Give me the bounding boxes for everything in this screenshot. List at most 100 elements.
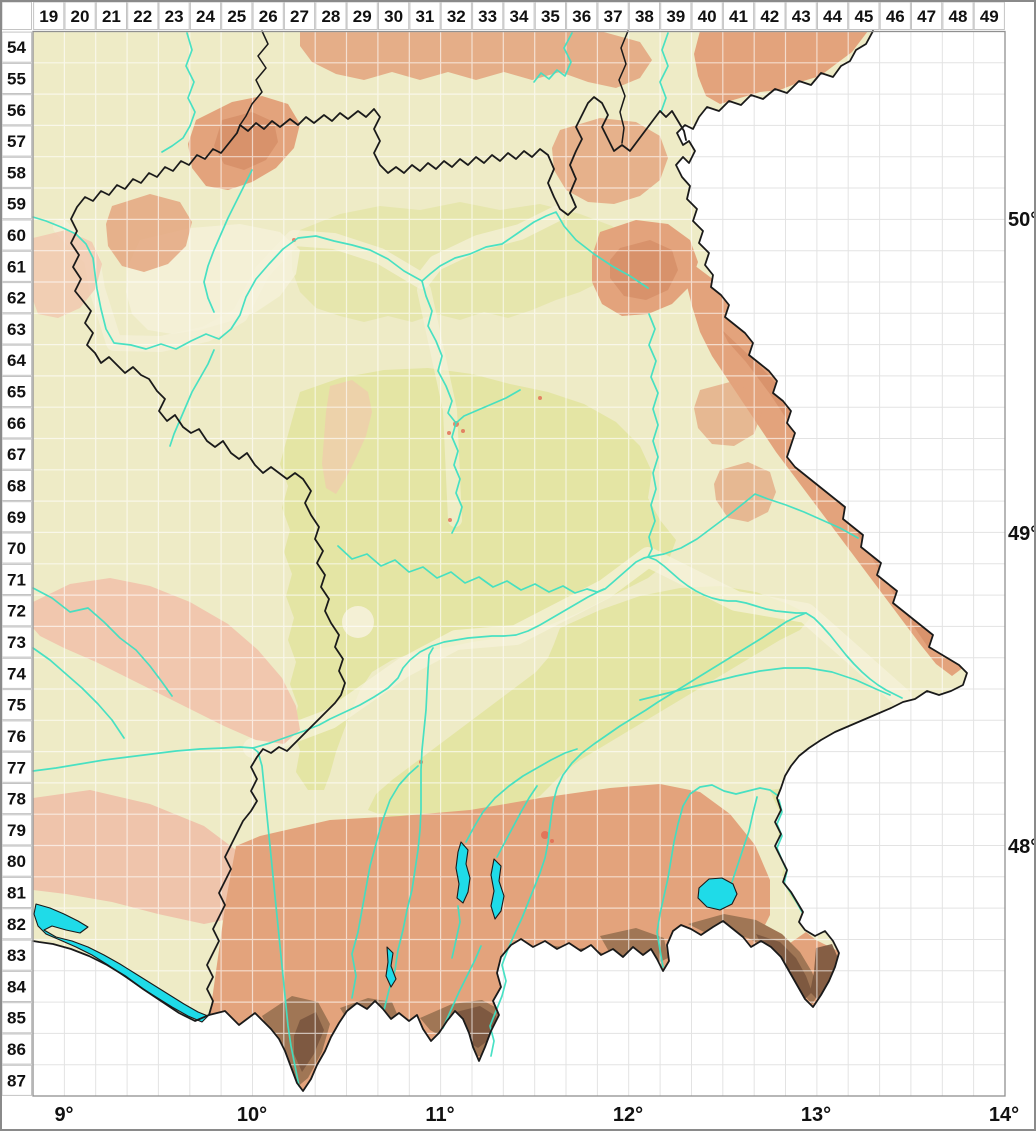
row-header-cell xyxy=(1,376,32,408)
column-header-label: 36 xyxy=(572,7,591,26)
row-header-cell xyxy=(1,876,32,909)
column-header-label: 39 xyxy=(666,7,685,26)
column-header-label: 32 xyxy=(447,7,466,26)
thuringia-saxony-border xyxy=(618,30,629,144)
column-header-cell xyxy=(440,1,472,30)
longitude-label: 13° xyxy=(801,1104,831,1126)
column-header-label: 19 xyxy=(39,7,58,26)
row-header-label: 85 xyxy=(7,1009,26,1028)
river-wertach xyxy=(351,765,419,999)
column-header-label: 33 xyxy=(478,7,497,26)
river-fraenkische-saale xyxy=(203,169,253,313)
row-header-label: 79 xyxy=(7,821,26,840)
row-header-label: 82 xyxy=(7,915,26,934)
column-header-cell xyxy=(973,1,1005,30)
column-header-label: 46 xyxy=(886,7,905,26)
row-header-cell xyxy=(1,532,32,564)
column-header-cell xyxy=(378,1,410,30)
row-header-label: 87 xyxy=(7,1071,26,1090)
river-kocher xyxy=(32,587,173,697)
river-loisach xyxy=(442,945,482,1029)
row-header-cell xyxy=(1,595,32,627)
column-header-cell xyxy=(409,1,441,30)
row-header-label: 81 xyxy=(7,884,26,903)
column-header-label: 20 xyxy=(71,7,90,26)
column-header-label: 29 xyxy=(353,7,372,26)
row-header-label: 73 xyxy=(7,633,26,652)
column-header-label: 49 xyxy=(980,7,999,26)
row-header-label: 68 xyxy=(7,477,26,496)
column-header-cell xyxy=(911,1,943,30)
column-header-cell xyxy=(660,1,692,30)
longitude-label: 9° xyxy=(54,1104,73,1126)
row-header-cell xyxy=(1,469,32,501)
column-header-cell xyxy=(722,1,755,30)
row-header-cell xyxy=(1,156,32,188)
river-fulda xyxy=(161,32,196,153)
row-header-cell xyxy=(1,626,32,658)
lake-ammersee xyxy=(455,841,471,904)
latitude-label: 50° xyxy=(1008,209,1036,231)
rivers xyxy=(32,32,903,1087)
row-header-label: 56 xyxy=(7,101,26,120)
row-header-label: 63 xyxy=(7,320,26,339)
row-header-cell xyxy=(1,31,32,63)
river-wuerm xyxy=(496,785,538,858)
row-header-label: 64 xyxy=(7,351,26,370)
row-header-cell xyxy=(1,344,32,376)
row-header-label: 77 xyxy=(7,758,26,777)
row-header-label: 61 xyxy=(7,257,26,276)
column-header-label: 45 xyxy=(854,7,873,26)
bavaria-west-north-border xyxy=(70,96,687,1016)
row-header-label: 58 xyxy=(7,163,26,182)
column-header-cell xyxy=(691,1,723,30)
column-header-label: 42 xyxy=(760,7,779,26)
row-header-label: 76 xyxy=(7,727,26,746)
row-header-cell xyxy=(1,313,32,345)
river-werra xyxy=(533,32,573,83)
row-header-cell xyxy=(1,563,32,596)
latitude-label: 48° xyxy=(1008,836,1036,858)
row-header-label: 78 xyxy=(7,790,26,809)
column-header-label: 48 xyxy=(949,7,968,26)
row-header-cell xyxy=(1,751,32,783)
column-header-cell xyxy=(33,1,65,30)
geo-labels: 50° 49° 48° 9° 10° 11° 12° 13° 14° xyxy=(54,209,1036,1126)
latitude-label: 49° xyxy=(1008,523,1036,545)
column-header-label: 22 xyxy=(133,7,152,26)
column-header-cell xyxy=(754,1,786,30)
row-header-label: 57 xyxy=(7,132,26,151)
column-header-cell xyxy=(534,1,566,30)
column-header-label: 41 xyxy=(729,7,748,26)
river-inn xyxy=(656,784,778,968)
column-header-label: 34 xyxy=(510,7,529,26)
row-header-cell xyxy=(1,501,32,533)
longitude-label: 14° xyxy=(989,1104,1019,1126)
longitude-label: 12° xyxy=(613,1104,643,1126)
column-header-label: 21 xyxy=(102,7,121,26)
river-naab xyxy=(647,313,659,558)
row-header-label: 66 xyxy=(7,414,26,433)
row-header-cell xyxy=(1,970,32,1003)
row-header-cell xyxy=(1,250,32,282)
river-rott xyxy=(639,667,891,701)
national-border xyxy=(32,30,968,1092)
river-regnitz xyxy=(421,280,463,534)
column-header-cell xyxy=(221,1,253,30)
river-isar xyxy=(489,612,807,1057)
river-alz xyxy=(730,796,758,886)
row-header-cell xyxy=(1,1002,32,1034)
row-header-label: 65 xyxy=(7,383,26,402)
river-ammer xyxy=(451,905,461,959)
row-header-label: 75 xyxy=(7,696,26,715)
river-main xyxy=(32,211,649,350)
column-header-label: 31 xyxy=(415,7,434,26)
row-header-label: 83 xyxy=(7,946,26,965)
row-header-label: 86 xyxy=(7,1040,26,1059)
row-header-label: 80 xyxy=(7,852,26,871)
column-header-cell xyxy=(879,1,911,30)
river-amper xyxy=(465,748,578,843)
row-header-label: 69 xyxy=(7,508,26,527)
